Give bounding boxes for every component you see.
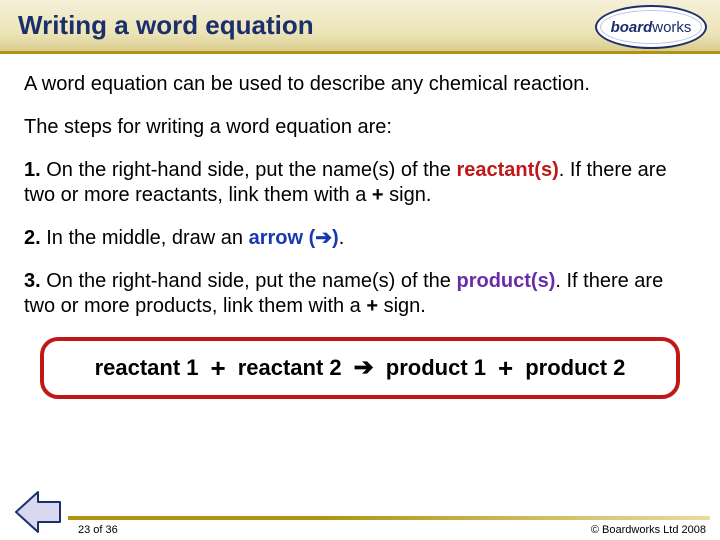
plus-icon: +	[211, 355, 226, 381]
arrow-icon: ➔	[315, 227, 332, 249]
page-indicator: 23 of 36	[78, 524, 118, 536]
equation-box: reactant 1 + reactant 2 ➔ product 1 + pr…	[40, 337, 680, 399]
arrow-term: arrow	[249, 227, 303, 249]
slide-footer: 23 of 36 © Boardworks Ltd 2008	[0, 510, 720, 540]
step-1: 1. On the right-hand side, put the name(…	[24, 158, 696, 208]
steps-intro: The steps for writing a word equation ar…	[24, 115, 696, 140]
step-2: 2. In the middle, draw an arrow (➔).	[24, 226, 696, 251]
slide-title: Writing a word equation	[18, 10, 314, 41]
step-3: 3. On the right-hand side, put the name(…	[24, 269, 696, 319]
reactant-term: reactant	[456, 159, 534, 181]
logo-text: boardworks	[611, 19, 692, 36]
equation-reactant-2: reactant 2	[238, 354, 342, 382]
equation-product-2: product 2	[525, 354, 625, 382]
equation-reactant-1: reactant 1	[95, 354, 199, 382]
slide-body: A word equation can be used to describe …	[0, 54, 720, 399]
arrow-icon: ➔	[354, 353, 374, 383]
copyright-text: © Boardworks Ltd 2008	[591, 524, 706, 536]
plus-icon: +	[498, 355, 513, 381]
intro-text: A word equation can be used to describe …	[24, 72, 696, 97]
product-term: product	[456, 270, 530, 292]
brand-logo: boardworks	[592, 4, 710, 50]
equation-product-1: product 1	[386, 354, 486, 382]
slide-header: Writing a word equation boardworks	[0, 0, 720, 54]
